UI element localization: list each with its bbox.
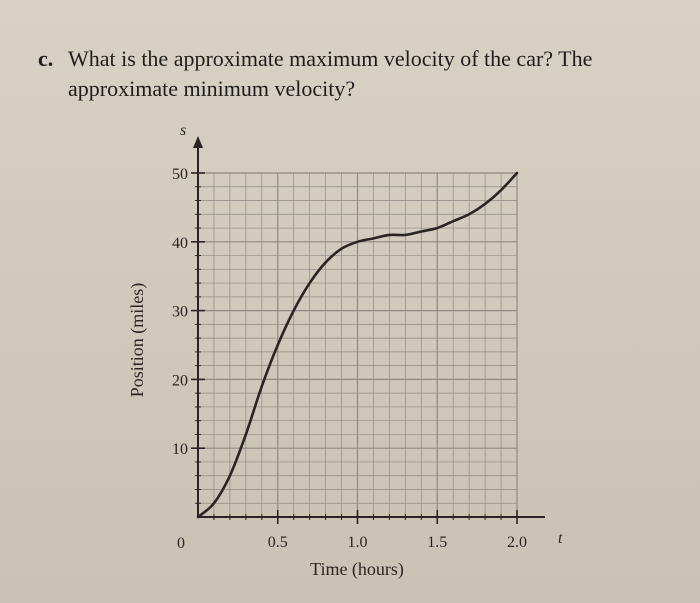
x-tick-label: 0.5 [268, 534, 288, 551]
x-tick-label: 1.0 [348, 534, 368, 551]
axes [191, 136, 545, 524]
question-line-2: approximate minimum velocity? [68, 76, 356, 101]
y-axis-label: Position (miles) [127, 283, 148, 398]
y-tick-label: 20 [172, 372, 188, 389]
tick-labels: 10 20 30 40 50 0.5 1.0 1.5 2.0 [172, 166, 527, 551]
y-tick-label: 50 [172, 166, 188, 183]
y-axis-symbol: s [180, 122, 186, 139]
x-tick-label: 1.5 [427, 534, 447, 551]
question-line-1: What is the approximate maximum velocity… [68, 46, 593, 71]
y-tick-label: 40 [172, 235, 188, 252]
question-text: c. What is the approximate maximum veloci… [38, 44, 688, 104]
grid-lines [198, 172, 518, 517]
position-curve [196, 171, 519, 519]
y-tick-label: 30 [172, 304, 188, 321]
x-axis-label: Time (hours) [310, 559, 404, 580]
x-tick-label: 2.0 [507, 534, 527, 551]
y-tick-label: 10 [172, 441, 188, 458]
origin-label: 0 [177, 535, 185, 552]
y-axis-arrow [193, 136, 203, 148]
x-axis-symbol: t [558, 530, 563, 547]
question-letter: c. [38, 46, 54, 71]
